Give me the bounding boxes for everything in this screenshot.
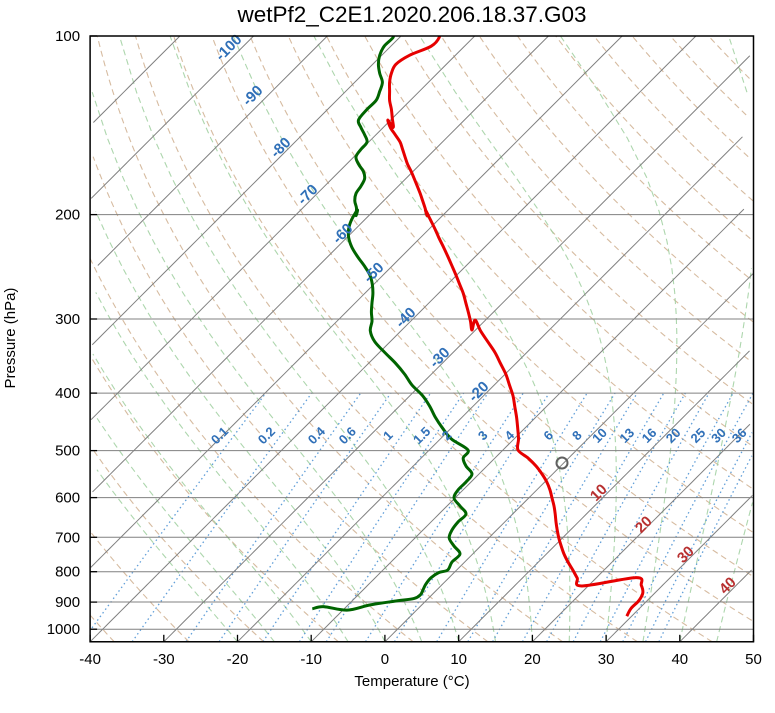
svg-text:900: 900 — [55, 594, 80, 611]
svg-text:Temperature (°C): Temperature (°C) — [354, 673, 469, 690]
svg-text:30: 30 — [598, 651, 615, 668]
svg-text:800: 800 — [55, 564, 80, 581]
svg-text:1000: 1000 — [47, 621, 80, 638]
svg-text:0: 0 — [381, 651, 389, 668]
svg-text:wetPf2_C2E1.2020.206.18.37.G03: wetPf2_C2E1.2020.206.18.37.G03 — [236, 2, 586, 27]
svg-text:500: 500 — [55, 443, 80, 460]
svg-text:Pressure (hPa): Pressure (hPa) — [2, 288, 19, 389]
svg-text:40: 40 — [671, 651, 688, 668]
svg-text:600: 600 — [55, 490, 80, 507]
svg-text:-30: -30 — [153, 651, 175, 668]
svg-text:-40: -40 — [79, 651, 101, 668]
svg-text:200: 200 — [55, 207, 80, 224]
svg-text:-10: -10 — [300, 651, 322, 668]
svg-text:700: 700 — [55, 529, 80, 546]
svg-text:10: 10 — [450, 651, 467, 668]
svg-text:300: 300 — [55, 311, 80, 328]
svg-text:400: 400 — [55, 385, 80, 402]
svg-text:-20: -20 — [227, 651, 249, 668]
svg-text:50: 50 — [745, 651, 762, 668]
svg-text:20: 20 — [524, 651, 541, 668]
svg-text:100: 100 — [55, 28, 80, 45]
